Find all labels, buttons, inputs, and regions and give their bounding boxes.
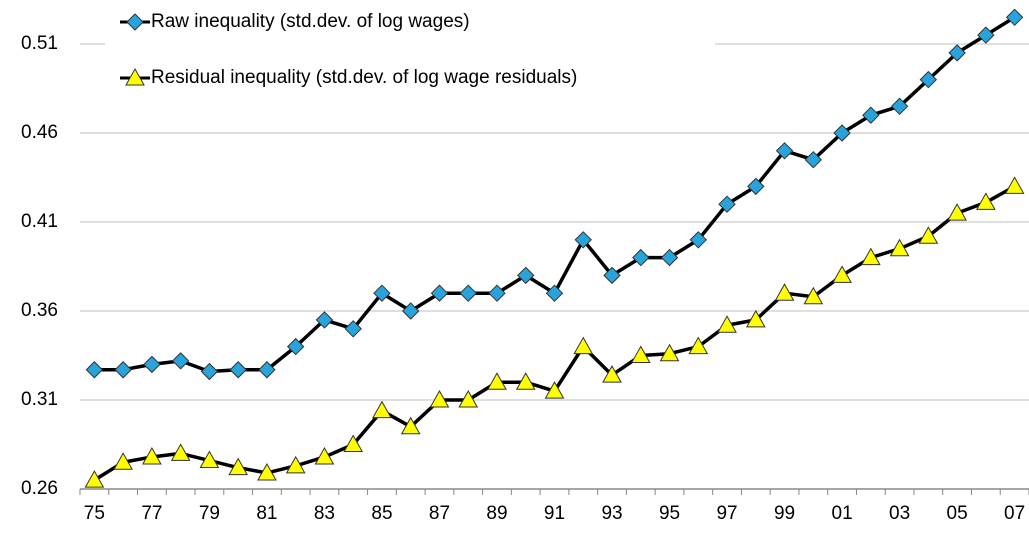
y-tick-label: 0.31 [21,389,58,410]
marker [689,231,707,249]
marker [659,343,680,362]
x-tick-label: 75 [84,503,105,524]
marker [919,70,938,89]
x-tick-label: 77 [141,503,162,524]
marker [113,452,133,470]
marker [488,284,506,302]
marker [747,177,765,196]
marker [143,355,161,374]
marker [775,142,794,160]
x-tick-label: 95 [659,503,680,524]
marker [430,284,449,302]
x-tick-label: 83 [314,503,335,524]
marker [833,124,851,142]
marker [286,337,305,356]
series-line [93,184,1016,482]
x-tick-label: 87 [429,503,450,524]
marker [84,470,105,488]
x-tick-label: 97 [716,503,737,524]
marker [402,302,420,320]
marker [171,352,190,370]
marker [603,266,621,285]
marker [860,247,881,266]
x-tick-label: 07 [1004,503,1025,524]
marker [803,286,824,305]
x-tick-label: 03 [889,503,910,524]
x-tick-label: 93 [601,503,622,524]
y-tick-label: 0.41 [21,211,58,232]
marker [890,97,909,116]
x-tick-label: 91 [544,503,565,524]
y-tick-label: 0.26 [21,478,58,499]
legend-label: Residual inequality (std.dev. of log wag… [151,67,577,88]
y-tick-label: 0.46 [21,122,58,143]
marker [285,455,306,474]
marker [718,195,736,213]
marker [517,266,535,285]
marker [948,44,966,62]
legend-label: Raw inequality (std.dev. of log wages) [151,11,470,32]
marker [717,315,737,333]
x-tick-label: 81 [256,503,277,524]
marker [373,284,391,302]
marker [1005,8,1024,27]
x-tick-label: 01 [832,503,853,524]
x-tick-label: 85 [371,503,392,524]
marker [947,203,967,221]
x-tick-label: 05 [947,503,968,524]
marker [1004,176,1025,194]
marker [918,226,939,244]
marker [258,361,276,379]
marker [545,284,564,302]
marker [429,389,450,408]
marker [804,150,823,169]
marker [487,372,507,390]
marker [343,434,364,452]
marker [85,361,104,379]
marker [114,361,132,379]
marker [142,446,162,465]
marker [632,248,650,267]
marker [774,283,795,301]
marker [889,238,910,257]
marker [199,450,220,469]
marker [602,365,622,383]
marker [459,284,477,302]
marker [515,372,536,390]
marker [745,309,766,328]
x-tick-label: 99 [774,503,795,524]
marker [228,457,249,476]
marker [372,400,392,419]
marker [832,265,852,283]
y-tick-label: 0.36 [21,300,58,321]
marker [862,106,880,124]
marker [170,443,191,461]
marker [660,248,679,267]
marker [688,336,709,355]
marker [229,361,247,379]
marker [257,462,277,481]
x-tick-label: 79 [199,503,220,524]
marker [977,26,995,44]
y-tick-label: 0.51 [21,33,58,54]
marker [976,192,996,210]
legend-box [105,0,715,100]
marker [400,416,421,435]
marker [344,320,362,338]
x-tick-label: 89 [486,503,507,524]
marker [458,389,479,408]
marker [314,446,335,465]
marker [315,311,334,329]
legend-marker [125,67,145,86]
legend-marker [126,13,144,31]
marker [630,345,651,363]
marker [574,231,592,249]
marker [573,336,594,355]
marker [200,362,219,381]
marker [544,381,565,399]
